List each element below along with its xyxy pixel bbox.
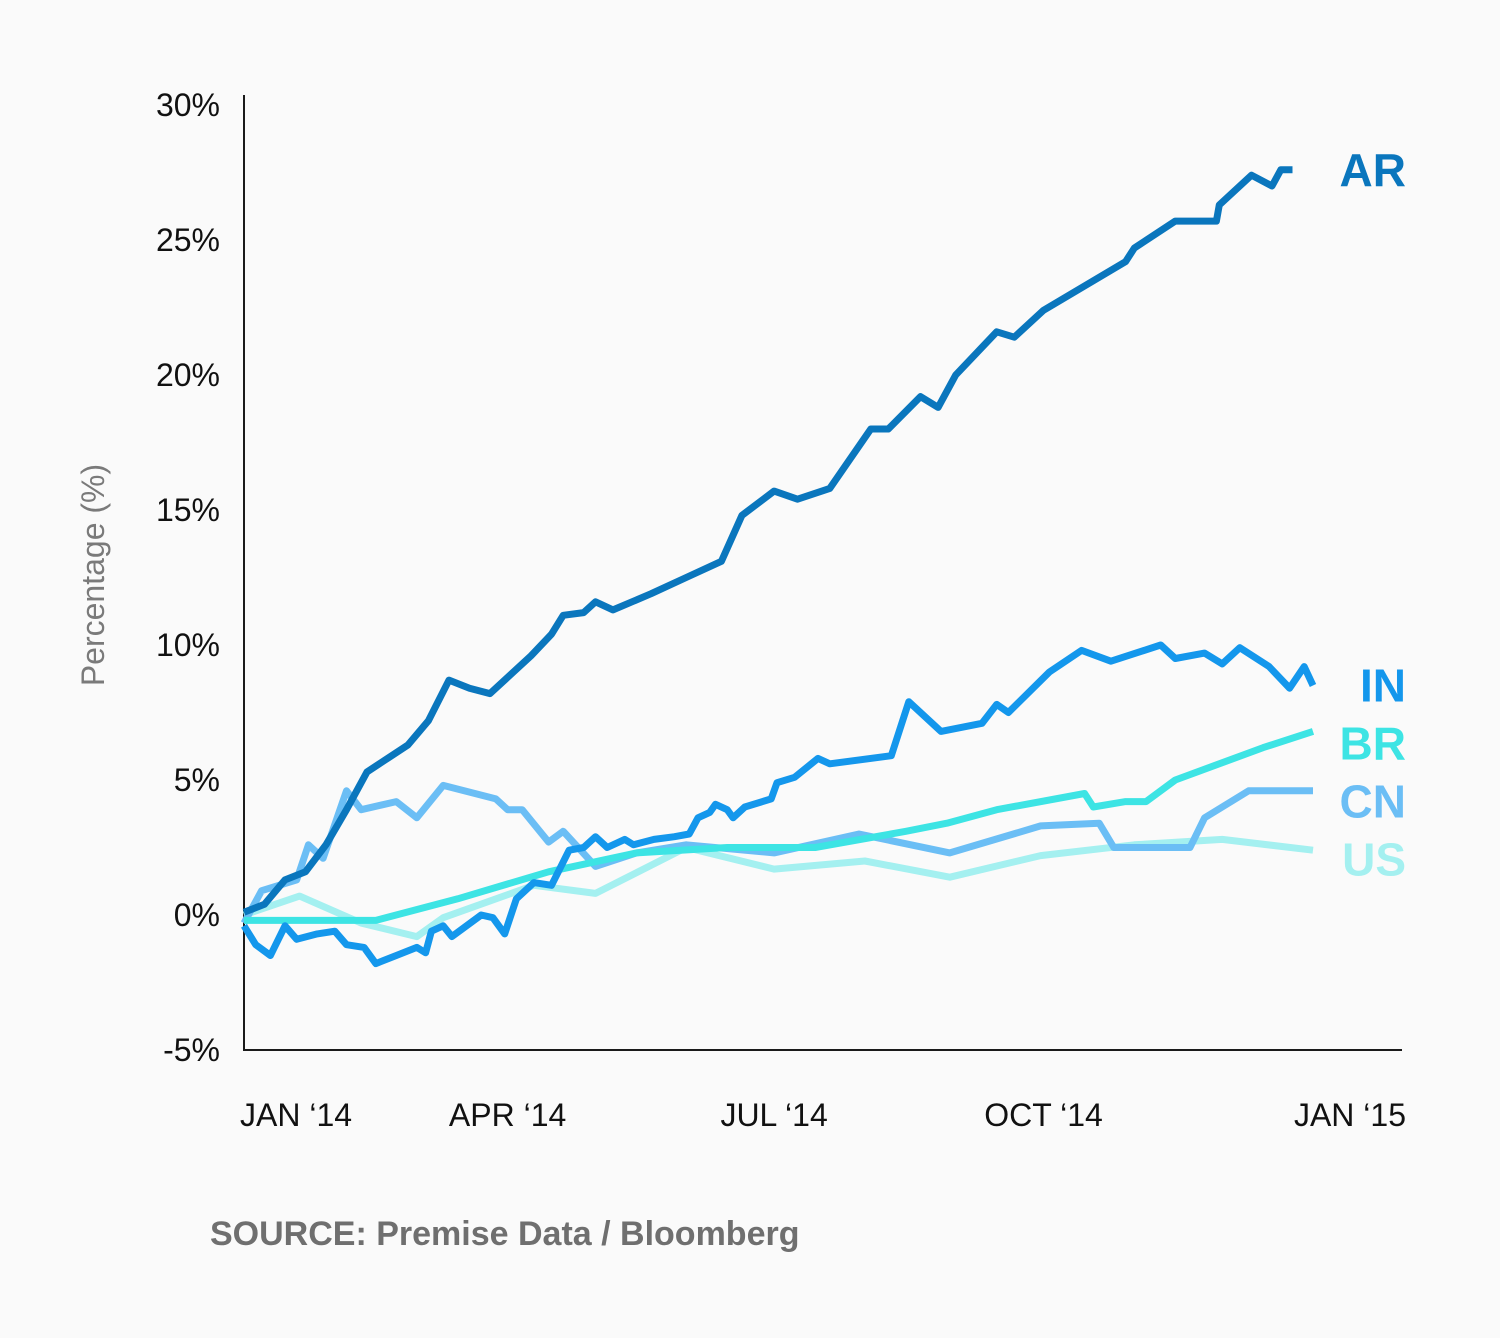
series-line-cn — [240, 781, 1313, 925]
series-lines — [240, 166, 1317, 968]
series-labels: AR IN BR CN US — [1340, 144, 1406, 886]
y-tick-label: 25% — [156, 222, 220, 258]
series-label-ar: AR — [1340, 144, 1406, 196]
series-line-ar — [242, 166, 1293, 916]
y-axis-ticks: 30% 25% 20% 15% 10% 5% 0% -5% — [156, 87, 220, 1068]
series-label-br: BR — [1340, 718, 1406, 770]
y-tick-label: 5% — [174, 762, 220, 798]
x-tick-label: JUL ‘14 — [720, 1097, 827, 1133]
x-axis-ticks: JAN ‘14 APR ‘14 JUL ‘14 OCT ‘14 JAN ‘15 — [240, 1097, 1406, 1133]
x-tick-label: APR ‘14 — [449, 1097, 566, 1133]
series-line-br — [244, 728, 1315, 924]
x-tick-label: OCT ‘14 — [984, 1097, 1103, 1133]
y-tick-label: 0% — [174, 897, 220, 933]
y-tick-label: 10% — [156, 627, 220, 663]
series-label-us: US — [1342, 834, 1406, 886]
x-tick-label: JAN ‘15 — [1294, 1097, 1406, 1133]
x-tick-label: JAN ‘14 — [240, 1097, 352, 1133]
y-tick-label: 15% — [156, 492, 220, 528]
series-label-cn: CN — [1340, 776, 1406, 828]
y-axis-label: Percentage (%) — [75, 464, 111, 686]
series-label-in: IN — [1360, 660, 1406, 712]
source-note: SOURCE: Premise Data / Bloomberg — [210, 1215, 799, 1253]
series-line-in — [241, 641, 1317, 968]
y-tick-label: -5% — [163, 1032, 220, 1068]
y-tick-label: 20% — [156, 357, 220, 393]
y-tick-label: 30% — [156, 87, 220, 123]
